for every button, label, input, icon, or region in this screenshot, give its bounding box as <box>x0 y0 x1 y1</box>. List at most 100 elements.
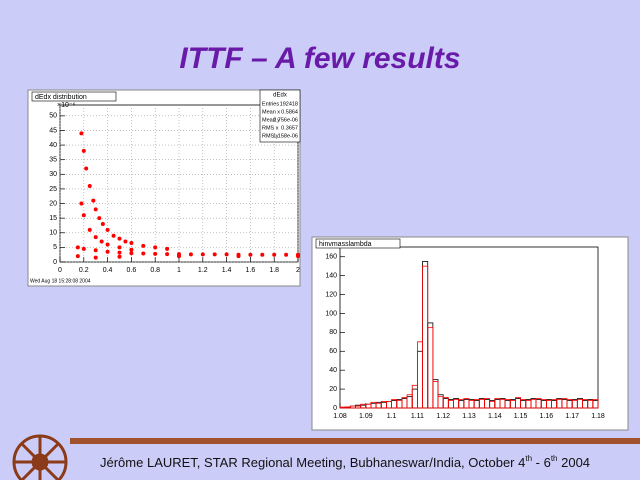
point <box>296 254 300 259</box>
footer-text: - 6 <box>532 455 551 470</box>
point <box>81 246 86 251</box>
point <box>284 252 289 257</box>
y-tick-label: 30 <box>49 171 57 178</box>
y-tick-label: 120 <box>325 291 337 298</box>
point <box>141 243 146 248</box>
y-multiplier: ×10⁻⁶ <box>57 102 76 109</box>
y-tick-label: 35 <box>49 157 57 164</box>
stats-label: Entries <box>262 101 279 107</box>
y-tick-label: 140 <box>325 272 337 279</box>
point <box>200 252 205 257</box>
point <box>224 252 229 257</box>
footer: Jérôme LAURET, STAR Regional Meeting, Bu… <box>100 454 590 470</box>
point <box>129 241 134 245</box>
point <box>81 213 86 218</box>
y-tick-label: 50 <box>49 113 57 120</box>
stats-value: 1.158e-06 <box>273 133 298 139</box>
x-tick-label: 2 <box>296 267 300 274</box>
point <box>272 252 277 257</box>
histogram-bin <box>432 381 439 409</box>
x-tick-label: 1.09 <box>359 413 373 420</box>
point <box>165 246 170 251</box>
point <box>236 254 241 259</box>
x-tick-label: 1.8 <box>269 267 279 274</box>
point <box>91 198 96 203</box>
x-tick-label: 0.8 <box>150 267 160 274</box>
point <box>105 227 110 232</box>
title-box <box>315 238 401 249</box>
point <box>123 239 128 244</box>
point <box>87 184 92 188</box>
histogram-bin <box>592 399 599 409</box>
y-tick-label: 160 <box>325 254 337 261</box>
point <box>105 249 110 254</box>
chart-panel <box>27 89 301 287</box>
y-tick-label: 20 <box>49 200 57 207</box>
point <box>129 247 134 252</box>
x-tick-label: 1.15 <box>514 413 528 420</box>
point <box>141 251 146 256</box>
stats-label: RMS y <box>262 133 279 139</box>
x-tick-label: 1.11 <box>411 413 424 420</box>
footer-sup: th <box>551 454 558 463</box>
y-tick-label: 25 <box>49 186 57 193</box>
stats-value: 0.5864 <box>281 109 298 115</box>
y-tick-label: 0 <box>53 259 57 266</box>
stats-value: 0.3657 <box>281 125 298 131</box>
point <box>93 255 98 260</box>
point <box>93 248 98 253</box>
point <box>99 239 104 244</box>
x-tick-label: 1.2 <box>198 267 208 274</box>
x-tick-label: 1.18 <box>591 413 605 420</box>
point <box>97 216 102 221</box>
y-tick-label: 80 <box>329 329 337 336</box>
x-tick-label: 1.14 <box>488 413 502 420</box>
point <box>165 252 170 257</box>
y-tick-label: 5 <box>53 244 57 251</box>
histogram-bin <box>427 327 434 409</box>
stats-label: RMS x <box>262 125 279 131</box>
point <box>153 245 158 250</box>
x-tick-label: 0.2 <box>79 267 89 274</box>
y-tick-label: 10 <box>49 230 57 237</box>
wheel-icon <box>12 434 68 480</box>
point <box>100 222 105 226</box>
stats-label: Mean x <box>262 109 280 115</box>
y-tick-label: 60 <box>329 348 337 355</box>
point <box>260 252 265 257</box>
stats-value: 2.756e-06 <box>273 117 298 123</box>
stats-title: dEdx <box>273 93 287 99</box>
x-tick-label: 1.6 <box>246 267 256 274</box>
stats-value: 192418 <box>280 101 298 107</box>
footer-sup: th <box>525 454 532 463</box>
x-tick-label: 1.1 <box>387 413 397 420</box>
point <box>111 233 116 238</box>
x-tick-label: 1.08 <box>333 413 347 420</box>
point <box>93 235 98 240</box>
point <box>93 207 98 212</box>
point <box>105 242 110 247</box>
point <box>75 254 80 259</box>
point <box>117 236 122 241</box>
footer-text: 2004 <box>558 455 591 470</box>
x-tick-label: 1.17 <box>565 413 579 420</box>
slide-title: ITTF – A few results <box>179 42 460 75</box>
point <box>81 148 86 153</box>
x-tick-label: 1.13 <box>462 413 476 420</box>
y-tick-label: 45 <box>49 127 57 134</box>
x-tick-label: 0.6 <box>127 267 137 274</box>
point <box>84 166 89 171</box>
title-box <box>31 91 117 102</box>
point <box>177 254 181 259</box>
point <box>212 252 217 257</box>
y-tick-label: 20 <box>329 386 337 393</box>
stats-label: Mean y <box>262 117 280 123</box>
x-tick-label: 1 <box>177 267 181 274</box>
y-tick-label: 0 <box>333 405 337 412</box>
point <box>248 252 253 257</box>
point <box>79 201 84 206</box>
x-tick-label: 0 <box>58 267 62 274</box>
x-tick-label: 0.4 <box>103 267 113 274</box>
